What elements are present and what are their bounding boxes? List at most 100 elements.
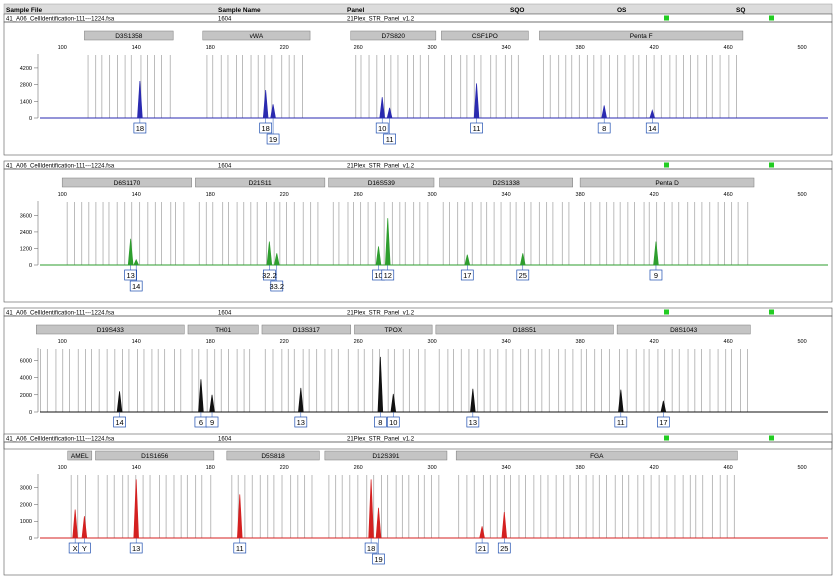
x-tick-label: 460: [724, 192, 733, 198]
x-tick-label: 300: [428, 465, 437, 471]
trace-peak: [375, 507, 382, 539]
allele-call-label: 13: [297, 418, 305, 427]
allele-call-box: [205, 416, 219, 428]
x-tick-label: 220: [280, 45, 289, 51]
allele-call-label: 25: [500, 544, 508, 553]
sample-name: 1604: [218, 437, 232, 443]
allele-call-box: [270, 280, 284, 292]
marker-bar: [350, 30, 437, 41]
trace-peak: [262, 89, 269, 119]
marker-label: D1S1656: [141, 453, 168, 460]
y-tick-label: 3000: [20, 486, 32, 492]
allele-call-label: 18: [261, 124, 269, 133]
marker-bar: [36, 324, 185, 335]
marker-bar: [261, 324, 352, 335]
allele-call-box: [614, 416, 628, 428]
marker-label: CSF1PO: [472, 33, 498, 40]
panel-name: 21Plex_STR_Panel_v1.2: [347, 311, 415, 317]
marker-label: D2S1338: [493, 180, 520, 187]
sample-info-row: [3, 160, 833, 170]
x-tick-label: 340: [502, 465, 511, 471]
y-tick-label: 0: [29, 116, 32, 122]
allele-call-box: [124, 269, 137, 281]
trace-peak: [266, 241, 273, 266]
column-header-sq: SQ: [736, 7, 745, 14]
trace-peak: [464, 254, 471, 266]
trace-peak: [653, 241, 659, 266]
sample-name: 1604: [218, 17, 232, 23]
trace-peak: [298, 387, 304, 413]
y-tick-label: 0: [29, 536, 32, 542]
marker-label: D8S1043: [670, 327, 697, 334]
panel-name: 21Plex_STR_Panel_v1.2: [347, 437, 415, 443]
marker-label: TPOX: [384, 327, 402, 334]
sq-quality-flag-icon: [769, 15, 774, 21]
marker-bar: [202, 30, 311, 41]
x-tick-label: 500: [798, 192, 807, 198]
trace-peak: [273, 253, 280, 266]
x-tick-label: 100: [58, 339, 67, 345]
allele-call-label: 14: [132, 282, 140, 291]
allele-call-label: 10: [378, 124, 386, 133]
marker-label: FGA: [590, 453, 604, 460]
allele-call-label: 10: [374, 271, 382, 280]
x-tick-label: 260: [354, 45, 363, 51]
x-tick-label: 180: [206, 339, 215, 345]
sq-quality-flag-icon: [769, 162, 774, 168]
y-tick-label: 6000: [20, 358, 32, 364]
x-tick-label: 380: [576, 192, 585, 198]
allele-call-label: 9: [210, 418, 214, 427]
sample-file-name: 41_A06_CellIdentification-111---1224.fsa: [6, 311, 115, 317]
allele-call-box: [129, 280, 143, 292]
x-tick-label: 140: [132, 192, 141, 198]
marker-label: D16S539: [368, 180, 395, 187]
trace-peak: [116, 391, 123, 413]
allele-call-box: [460, 269, 474, 281]
sample-info-row: [3, 13, 833, 23]
x-tick-label: 220: [280, 339, 289, 345]
y-tick-label: 2400: [20, 230, 32, 236]
column-header-row: Sample File Sample Name Panel SQO OS SQ: [3, 3, 833, 15]
trace-peak: [379, 97, 385, 119]
trace-peak: [81, 516, 88, 539]
allele-call-box: [597, 122, 611, 134]
x-tick-label: 500: [798, 339, 807, 345]
trace-peak: [470, 388, 476, 413]
allele-call-label: 12: [384, 271, 392, 280]
x-tick-label: 420: [650, 465, 659, 471]
y-tick-label: 2000: [20, 393, 32, 399]
column-header-os: OS: [617, 7, 627, 14]
sample-info-row: [3, 307, 833, 317]
marker-bar: [539, 30, 744, 41]
dye-panel-2: 41_A06_CellIdentification-111---1224.fsa…: [3, 160, 833, 303]
marker-label: D19S433: [97, 327, 124, 334]
x-tick-label: 300: [428, 339, 437, 345]
x-tick-label: 380: [576, 45, 585, 51]
marker-label: AMEL: [71, 453, 89, 460]
marker-label: TH01: [215, 327, 231, 334]
allele-call-label: 14: [648, 124, 656, 133]
x-tick-label: 180: [206, 45, 215, 51]
sample-info-row: [3, 433, 833, 443]
x-tick-label: 100: [58, 192, 67, 198]
y-tick-label: 1200: [20, 246, 32, 252]
marker-bar: [616, 324, 751, 335]
marker-label: D6S1170: [114, 180, 141, 187]
allele-call-box: [645, 122, 659, 134]
marker-label: Penta D: [655, 180, 679, 187]
trace-peak: [137, 81, 143, 119]
allele-call-box: [386, 416, 400, 428]
x-tick-label: 340: [502, 339, 511, 345]
x-tick-label: 260: [354, 339, 363, 345]
sq-quality-flag-icon: [769, 309, 774, 315]
x-tick-label: 180: [206, 192, 215, 198]
allelic-bins: [66, 202, 749, 265]
allele-call-box: [133, 122, 147, 134]
panel-name: 21Plex_STR_Panel_v1.2: [347, 17, 415, 23]
allele-call-box: [259, 122, 273, 134]
x-tick-label: 220: [280, 465, 289, 471]
plot-frame: [3, 315, 833, 450]
marker-label: D5S818: [261, 453, 285, 460]
trace-peak: [377, 356, 384, 413]
